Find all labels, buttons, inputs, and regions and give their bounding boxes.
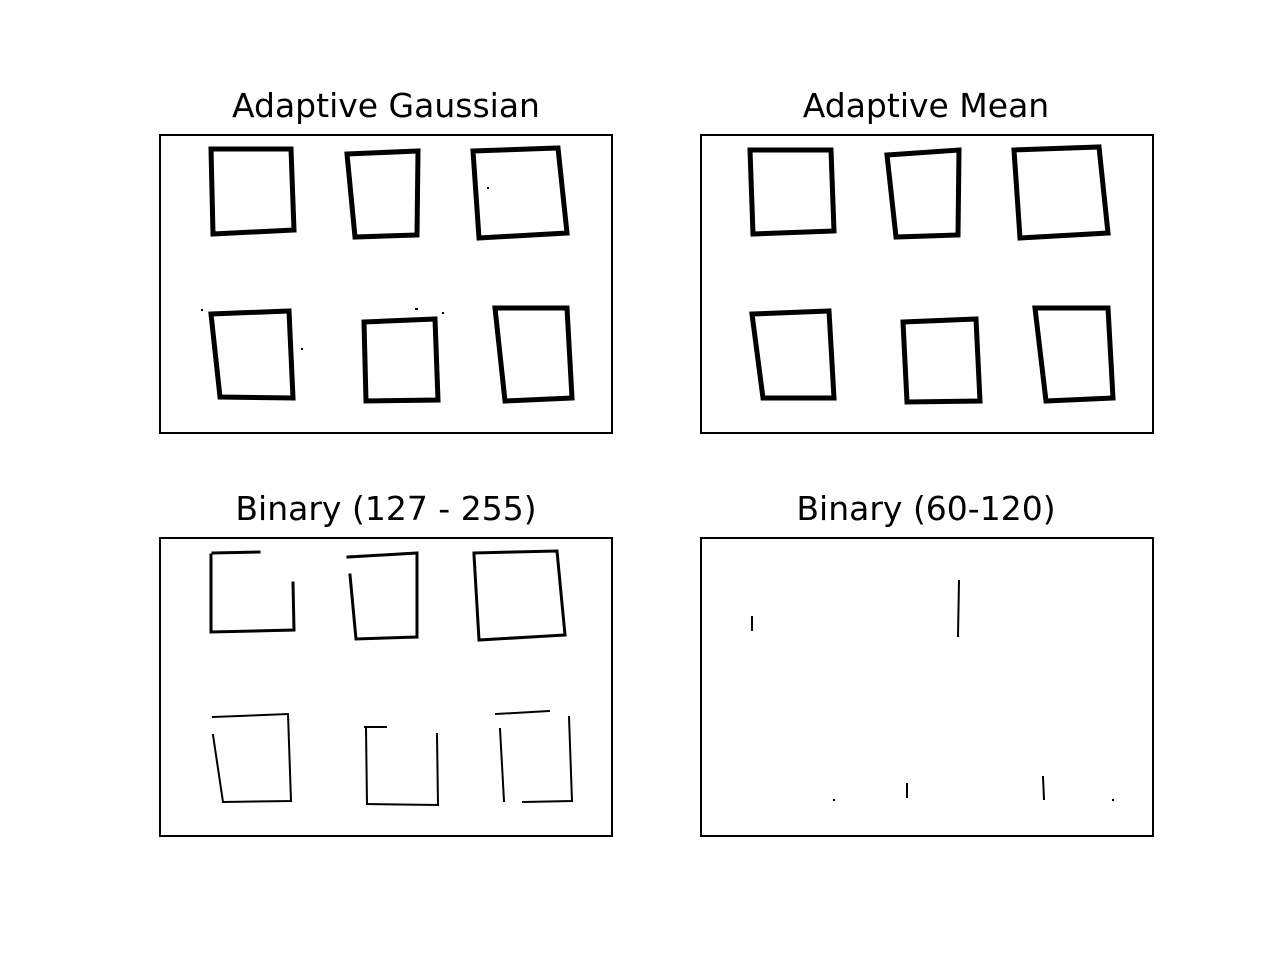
noise-speck: [833, 799, 835, 801]
thresholded-squares-image: [209, 549, 574, 807]
residual-edge-fragment: [1041, 775, 1046, 801]
square-shape: [364, 726, 440, 807]
noise-speck: [487, 187, 489, 189]
square-shape: [472, 549, 567, 642]
panel-image-adaptive-mean: [700, 134, 1154, 434]
residual-edge-fragment: [956, 579, 961, 638]
square-shape: [208, 146, 297, 237]
square-shape: [361, 316, 441, 404]
noise-speck: [415, 308, 418, 310]
square-shape: [1011, 144, 1111, 241]
panel-title-adaptive-gaussian: Adaptive Gaussian: [232, 86, 540, 125]
square-shape: [749, 308, 837, 401]
noise-speck: [442, 312, 444, 314]
noise-speck: [1112, 799, 1114, 801]
square-shape: [211, 712, 293, 804]
panel-title-adaptive-mean: Adaptive Mean: [802, 86, 1050, 125]
square-shape: [346, 551, 419, 641]
square-shape: [494, 709, 574, 804]
noise-speck: [301, 348, 303, 350]
square-shape: [900, 316, 983, 405]
panel-image-adaptive-gaussian: [159, 134, 613, 434]
panel-image-binary-127-255: [159, 537, 613, 837]
square-shape: [1032, 305, 1116, 404]
noise-speck: [201, 309, 203, 311]
square-shape: [492, 305, 575, 404]
panel-image-binary-60-120: [700, 537, 1154, 837]
thresholded-squares-image: [751, 579, 1114, 801]
panel-title-binary-127-255: Binary (127 - 255): [235, 489, 537, 528]
panel-title-binary-60-120: Binary (60-120): [796, 489, 1056, 528]
square-shape: [209, 550, 296, 634]
square-shape: [884, 147, 962, 240]
square-shape: [470, 145, 570, 241]
thresholded-squares-image: [201, 145, 575, 404]
square-shape: [747, 147, 837, 237]
square-shape: [344, 148, 421, 240]
thresholded-squares-image: [747, 144, 1116, 405]
square-shape: [208, 308, 296, 401]
